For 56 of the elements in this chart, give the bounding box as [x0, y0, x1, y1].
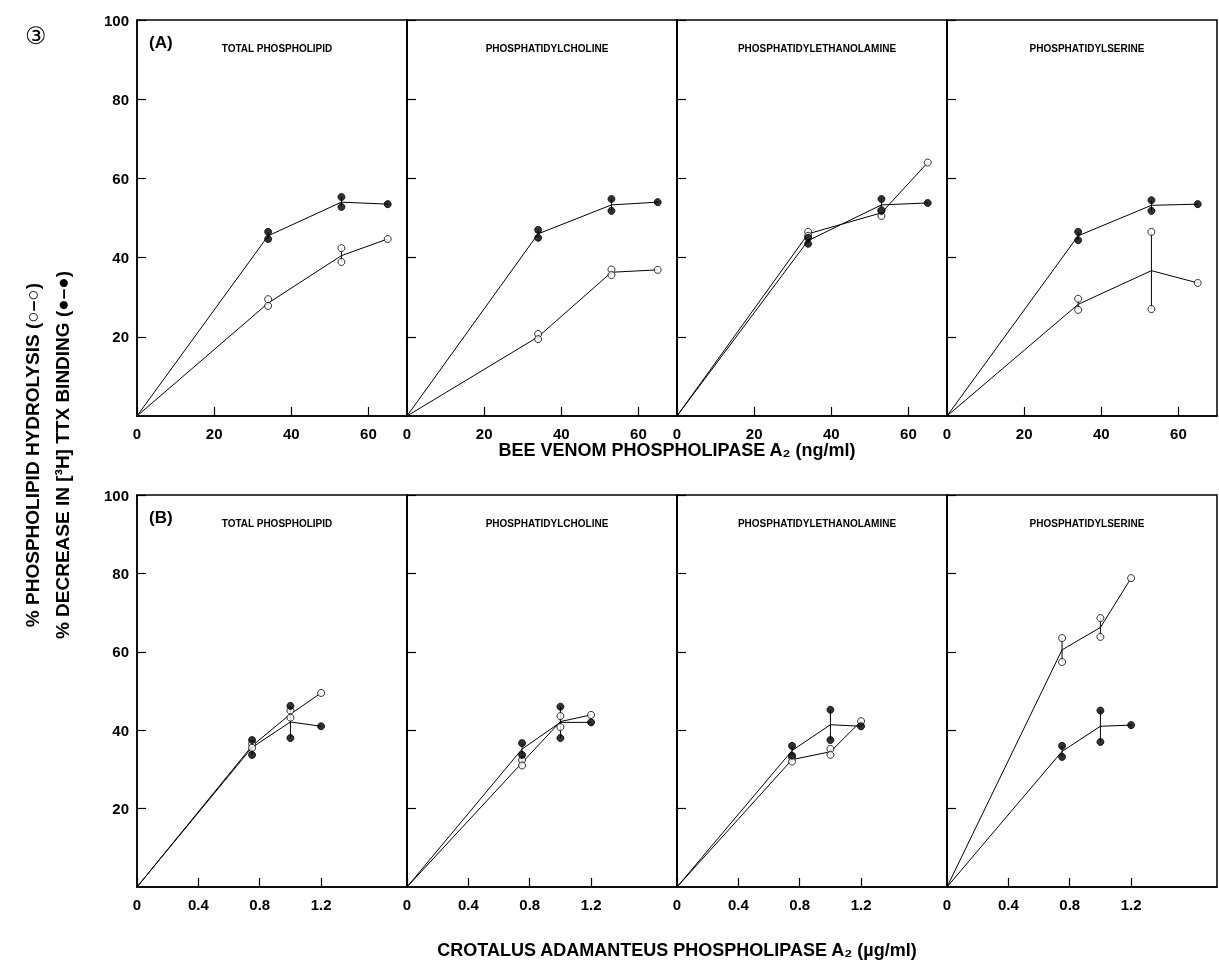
annotation: (A) [149, 33, 173, 52]
x-tick-label: 20 [205, 425, 223, 442]
y-tick-label: 100 [103, 11, 129, 29]
text: PHOSPHATIDYLETHANOLAMINE [737, 517, 897, 529]
y-tick-label: 60 [112, 643, 129, 661]
x-tick-label: 0 [672, 896, 682, 913]
text: PHOSPHATIDYLCHOLINE [485, 42, 609, 54]
y-tick-label: 20 [112, 328, 129, 346]
y-tick-label: 80 [112, 90, 129, 108]
x-tick-label: 0 [672, 425, 682, 442]
x-tick-label: 60 [1170, 425, 1187, 442]
annotation: (B) [149, 508, 173, 527]
x-tick-label: 40 [552, 425, 570, 442]
x-tick-label: 0.8 [789, 896, 811, 913]
text: ③ [25, 22, 47, 50]
y-tick-label: 20 [112, 800, 129, 818]
x-tick-label: 0.8 [249, 896, 271, 913]
x-tick-label: 1.2 [310, 896, 332, 913]
x-tick-label: 40 [282, 425, 300, 442]
x-tick-label: 0.4 [997, 896, 1020, 913]
x-tick-label: 0 [402, 425, 412, 442]
text: TOTAL PHOSPHOLIPID [221, 42, 333, 54]
x-tick-label: 0 [942, 425, 952, 442]
x-tick-label: 0.4 [727, 896, 750, 913]
x-tick-label: 40 [1092, 425, 1110, 442]
text: PHOSPHATIDYLCHOLINE [485, 517, 609, 529]
text: PHOSPHATIDYLETHANOLAMINE [737, 42, 897, 54]
y-tick-label: 80 [112, 564, 129, 582]
x-tick-label: 0 [132, 896, 142, 913]
y-tick-label: 100 [103, 486, 129, 504]
text: TOTAL PHOSPHOLIPID [221, 517, 333, 529]
y-axis-title: % PHOSPHOLIPID HYDROLYSIS (○–○) % DECREASE IN [³H] TTX BINDING (●–●) [21, 269, 74, 642]
x-tick-label: 1.2 [1120, 896, 1142, 913]
x-tick-label: 20 [745, 425, 763, 442]
x-tick-label: 0.8 [519, 896, 541, 913]
x-tick-label: 0 [942, 896, 952, 913]
text: PHOSPHATIDYLSERINE [1029, 42, 1145, 54]
x-tick-label: 0.4 [187, 896, 210, 913]
x-tick-label: 60 [630, 425, 647, 442]
x-tick-label: 40 [822, 425, 840, 442]
text: PHOSPHATIDYLSERINE [1029, 517, 1145, 529]
y-tick-label: 40 [112, 721, 129, 739]
x-axis-title: BEE VENOM PHOSPHOLIPASE A₂ (ng/ml) [498, 440, 856, 460]
x-tick-label: 20 [475, 425, 493, 442]
x-tick-label: 0.4 [457, 896, 480, 913]
x-tick-label: 20 [1015, 425, 1033, 442]
x-tick-label: 0.8 [1059, 896, 1081, 913]
x-tick-label: 0 [402, 896, 412, 913]
x-axis-title: CROTALUS ADAMANTEUS PHOSPHOLIPASE A₂ (µg/ml) [436, 940, 918, 961]
x-tick-label: 0 [132, 425, 142, 442]
x-tick-label: 60 [900, 425, 917, 442]
x-tick-label: 60 [360, 425, 377, 442]
y-tick-label: 40 [112, 249, 129, 267]
y-tick-label: 60 [112, 169, 129, 187]
x-tick-label: 1.2 [850, 896, 872, 913]
x-tick-label: 1.2 [580, 896, 602, 913]
